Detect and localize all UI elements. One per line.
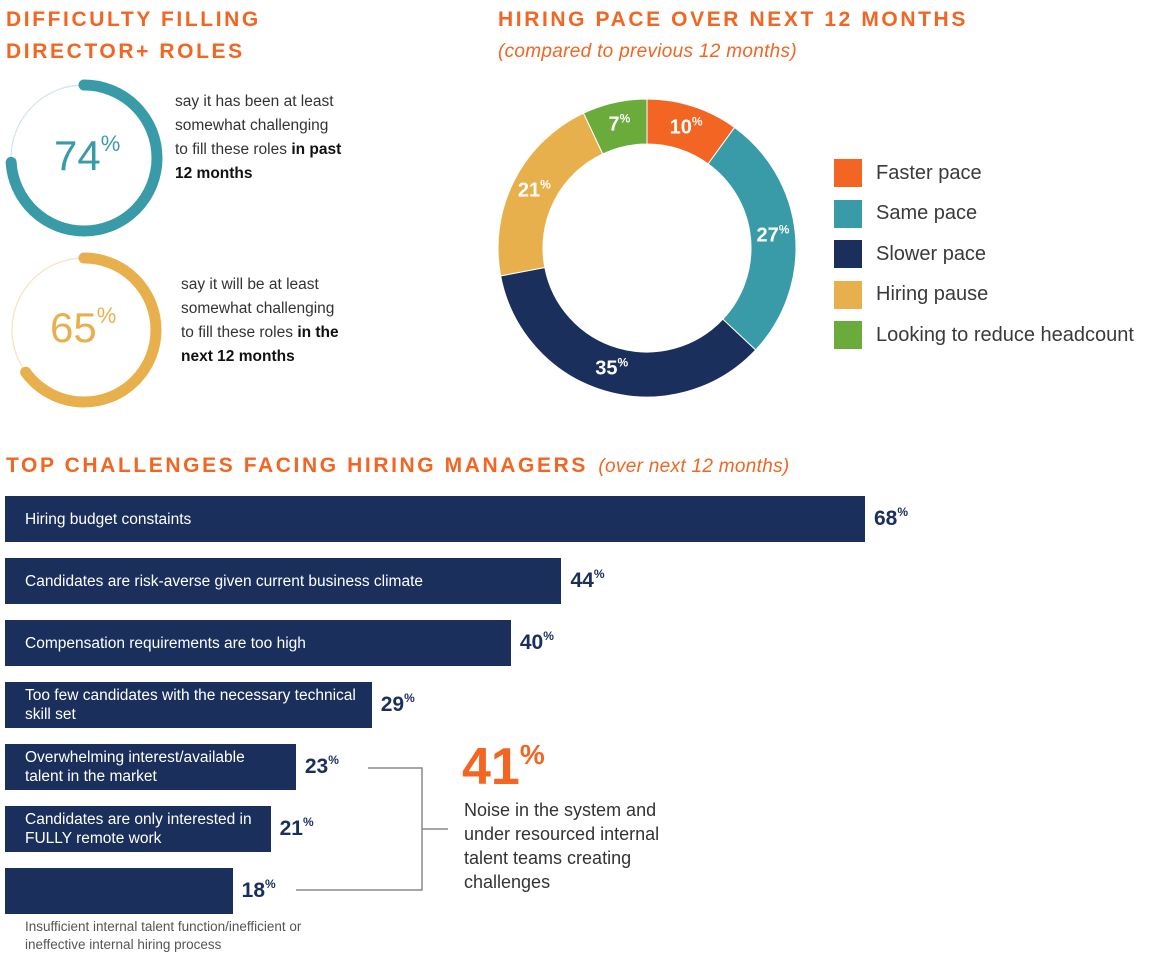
gauge-next-text-bold: in the next 12 months [181, 324, 339, 365]
gauge-past-value-number: 74 [54, 132, 101, 179]
donut-slice-label-3: 21% [517, 177, 551, 202]
bar-value-percent-sign: % [897, 505, 909, 519]
bar-value-number: 21 [279, 817, 303, 840]
donut-slice-2 [500, 266, 757, 398]
bar-value-2: 40% [519, 629, 554, 655]
donut-slice-label-1: 27% [756, 222, 790, 248]
difficulty-title: DIFFICULTY FILLING DIRECTOR+ ROLES [6, 4, 261, 68]
legend-item-2: Slower pace [834, 240, 986, 268]
callout-percent-sign: % [519, 739, 545, 770]
gauge-next-value-number: 65 [50, 304, 97, 351]
legend-item-3: Hiring pause [834, 280, 989, 309]
bar-6 [5, 868, 233, 914]
bar-value-4: 23% [304, 753, 339, 779]
bar-value-percent-sign: % [593, 567, 605, 581]
bar-value-number: 29 [380, 693, 405, 716]
donut-slice-percent-sign: % [619, 111, 631, 126]
donut-slice-percent-sign: % [540, 177, 551, 192]
legend-item-0: Faster pace [834, 159, 982, 187]
challenges-header: TOP CHALLENGES FACING HIRING MANAGERS (o… [6, 450, 790, 482]
bar-value-number: 23 [304, 755, 329, 778]
donut-slice-value: 21 [517, 179, 541, 202]
bar-value-3: 29% [380, 691, 415, 717]
donut-slice-percent-sign: % [691, 114, 703, 129]
hiring-pace-subtitle: (compared to previous 12 months) [498, 41, 797, 62]
legend-label: Looking to reduce headcount [876, 323, 1134, 346]
donut-slice-percent-sign: % [778, 222, 790, 237]
bar-label-5: Candidates are only interested in FULLY … [25, 811, 252, 847]
gauge-past-description: say it has been at least somewhat challe… [175, 90, 345, 186]
bar-value-number: 44 [570, 569, 594, 592]
gauge-next-value: 65% [50, 304, 116, 351]
bar-value-number: 40 [519, 631, 544, 654]
gauge-past-value: 74% [54, 132, 120, 179]
legend-swatch [834, 280, 862, 309]
bar-value-6: 18% [241, 877, 276, 903]
donut-slice-percent-sign: % [617, 355, 629, 370]
bar-2 [5, 620, 511, 666]
bar-value-percent-sign: % [328, 753, 339, 767]
bar-value-percent-sign: % [404, 691, 415, 705]
legend-label: Hiring pause [876, 283, 989, 305]
legend-label: Slower pace [876, 242, 987, 265]
legend-swatch [834, 199, 862, 228]
bar-label-6: Insufficient internal talent function/in… [25, 919, 302, 952]
donut-slice-label-4: 7% [608, 111, 631, 136]
bar-label-3: Too few candidates with the necessary te… [25, 687, 356, 723]
legend-item-4: Looking to reduce headcount [834, 321, 1134, 349]
donut-slice-label-0: 10% [669, 114, 703, 139]
gauge-next-description: say it will be at least somewhat challen… [181, 273, 346, 369]
bar-label-0: Hiring budget constaints [25, 510, 192, 528]
gauge-past-text-plain: say it has been at least somewhat challe… [175, 93, 334, 158]
bar-value-1: 44% [570, 567, 605, 593]
bar-1 [5, 558, 562, 604]
gauge-next-text-plain: say it will be at least somewhat challen… [181, 276, 335, 341]
gauge-past-text-bold: in past 12 months [175, 141, 342, 182]
bar-label-1: Candidates are risk-averse given current… [25, 572, 424, 590]
bar-4 [5, 744, 296, 790]
bar-label-4: Overwhelming interest/available talent i… [25, 749, 245, 785]
gauge-past-arc [5, 79, 163, 237]
challenges-subtitle: (over next 12 months) [598, 456, 790, 477]
legend-swatch [834, 240, 862, 268]
bar-value-number: 18 [241, 879, 265, 902]
legend-swatch [834, 321, 862, 349]
gauge-next-12-months [6, 252, 162, 408]
gauge-next-arc [6, 252, 162, 408]
bar-0 [5, 496, 865, 542]
bracket-line [296, 767, 423, 891]
bar-value-percent-sign: % [543, 629, 554, 643]
bar-value-0: 68% [874, 505, 909, 531]
legend-item-1: Same pace [834, 199, 978, 228]
gauge-next-percent-sign: % [96, 303, 117, 328]
difficulty-title-line2: DIRECTOR+ ROLES [6, 40, 245, 63]
legend-swatch [834, 159, 862, 187]
hiring-pace-donut [497, 98, 797, 398]
donut-slice-label-2: 35% [595, 355, 629, 381]
gauge-past-percent-sign: % [100, 131, 121, 156]
bar-label-2: Compensation requirements are too high [25, 634, 306, 652]
bar-5 [5, 806, 271, 852]
donut-slice-value: 10 [669, 116, 692, 139]
gauge-past-12-months [5, 79, 163, 237]
legend-label: Same pace [876, 202, 978, 224]
donut-slice-value: 27 [756, 224, 779, 247]
challenges-title: TOP CHALLENGES FACING HIRING MANAGERS [6, 454, 588, 477]
donut-slice-value: 35 [595, 357, 618, 380]
callout-value: 41% [462, 738, 545, 796]
donut-slice-value: 7 [608, 113, 620, 136]
bar-value-percent-sign: % [302, 815, 314, 829]
bar-value-percent-sign: % [265, 877, 276, 891]
callout-value-number: 41 [462, 738, 520, 796]
bar-value-number: 68 [874, 507, 898, 530]
legend-label: Faster pace [876, 161, 982, 184]
hiring-pace-title: HIRING PACE OVER NEXT 12 MONTHS [498, 8, 968, 31]
bar-value-5: 21% [279, 815, 314, 841]
difficulty-title-line1: DIFFICULTY FILLING [6, 8, 261, 31]
bar-3 [5, 682, 372, 728]
callout-text: Noise in the system and under resourced … [464, 800, 660, 892]
donut-slice-4 [582, 98, 648, 155]
